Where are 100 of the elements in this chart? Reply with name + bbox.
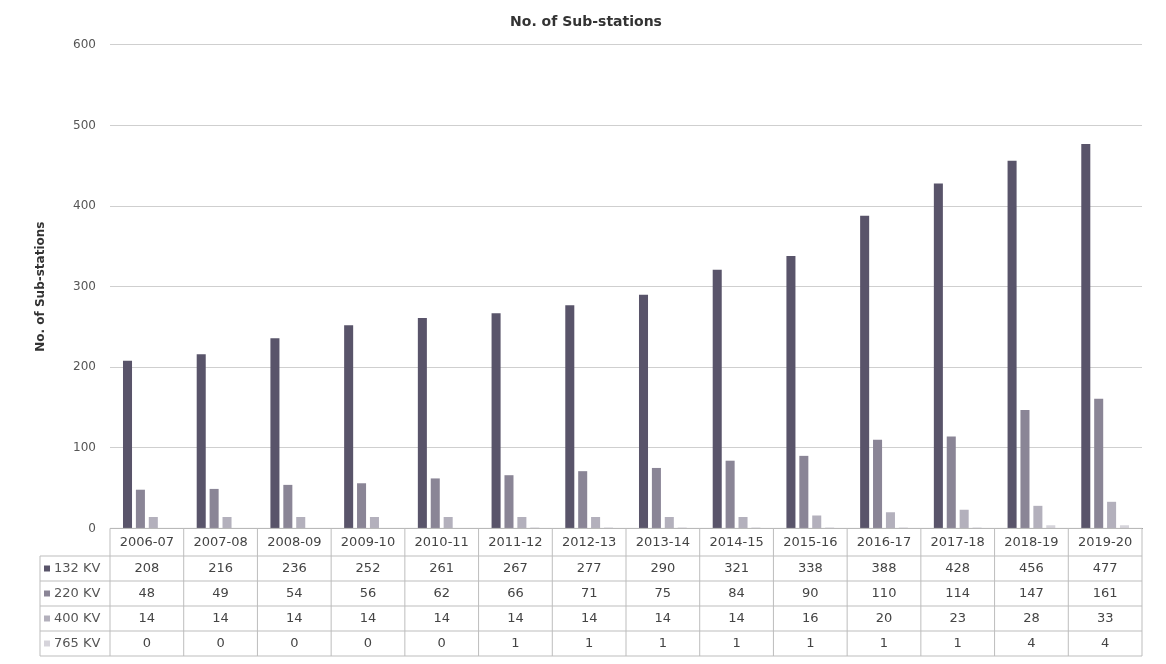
data-label: 14 bbox=[654, 609, 672, 625]
data-label: 56 bbox=[359, 584, 377, 600]
bar bbox=[946, 436, 956, 528]
data-label: 20 bbox=[875, 609, 893, 625]
bar bbox=[885, 512, 895, 528]
bar bbox=[638, 294, 649, 528]
data-label: 261 bbox=[429, 559, 455, 575]
bar bbox=[357, 483, 367, 528]
legend-label: 400 KV bbox=[54, 609, 101, 625]
bar bbox=[491, 313, 501, 528]
bar bbox=[873, 439, 883, 528]
bar bbox=[738, 517, 748, 528]
y-tick-label: 100 bbox=[73, 439, 96, 454]
data-label: 4 bbox=[1101, 634, 1110, 650]
data-label: 216 bbox=[208, 559, 233, 575]
bar bbox=[1046, 525, 1056, 528]
legend-label: 220 KV bbox=[54, 584, 101, 600]
data-label: 28 bbox=[1023, 609, 1040, 625]
x-tick-label: 2013-14 bbox=[635, 533, 691, 549]
data-label: 14 bbox=[580, 609, 598, 625]
data-label: 161 bbox=[1092, 584, 1118, 600]
bar bbox=[651, 467, 661, 528]
data-label: 1 bbox=[879, 634, 889, 650]
data-label: 456 bbox=[1019, 559, 1044, 575]
bar bbox=[504, 475, 514, 528]
data-label: 277 bbox=[576, 559, 602, 575]
x-tick-label: 2016-17 bbox=[856, 533, 912, 549]
bar bbox=[591, 517, 601, 528]
data-label: 1 bbox=[658, 634, 667, 650]
data-label: 1 bbox=[511, 634, 520, 650]
bar bbox=[1094, 398, 1104, 528]
x-tick-label: 2010-11 bbox=[414, 533, 469, 549]
bar bbox=[283, 484, 293, 528]
data-label: 16 bbox=[802, 609, 819, 625]
data-label: 110 bbox=[871, 584, 897, 600]
data-label: 0 bbox=[290, 634, 299, 650]
x-tick-label: 2018-19 bbox=[1004, 533, 1059, 549]
x-tick-label: 2006-07 bbox=[119, 533, 175, 549]
data-label: 321 bbox=[724, 559, 749, 575]
data-label: 4 bbox=[1027, 634, 1036, 650]
bar bbox=[812, 515, 822, 528]
bar bbox=[959, 509, 969, 528]
y-tick-label: 600 bbox=[73, 36, 96, 51]
bar bbox=[1007, 160, 1017, 528]
bar bbox=[799, 455, 809, 528]
bar bbox=[565, 305, 575, 528]
bar bbox=[148, 517, 158, 528]
data-label: 62 bbox=[433, 584, 450, 600]
data-label: 90 bbox=[802, 584, 819, 600]
data-label: 14 bbox=[286, 609, 303, 625]
x-tick-label: 2019-20 bbox=[1077, 533, 1133, 549]
data-label: 14 bbox=[507, 609, 524, 625]
x-tick-label: 2008-09 bbox=[267, 533, 322, 549]
data-label: 0 bbox=[216, 634, 225, 650]
bar bbox=[860, 215, 870, 528]
bar bbox=[1081, 143, 1091, 528]
x-tick-label: 2009-10 bbox=[340, 533, 396, 549]
bar bbox=[517, 517, 527, 528]
data-label: 84 bbox=[728, 584, 745, 600]
y-tick-label: 500 bbox=[73, 117, 96, 132]
y-tick-label: 300 bbox=[73, 278, 96, 293]
data-label: 71 bbox=[580, 584, 598, 600]
data-label: 147 bbox=[1019, 584, 1044, 600]
bar bbox=[344, 325, 354, 528]
x-tick-label: 2017-18 bbox=[930, 533, 985, 549]
data-label: 14 bbox=[359, 609, 377, 625]
x-tick-label: 2014-15 bbox=[709, 533, 764, 549]
bar bbox=[1020, 409, 1030, 528]
data-label: 54 bbox=[286, 584, 303, 600]
data-label: 236 bbox=[281, 559, 307, 575]
data-label: 49 bbox=[212, 584, 229, 600]
data-label: 388 bbox=[871, 559, 897, 575]
bar bbox=[417, 318, 427, 528]
bar bbox=[296, 517, 306, 528]
bar bbox=[122, 360, 133, 528]
bar bbox=[712, 269, 722, 528]
data-label: 48 bbox=[138, 584, 156, 600]
bar bbox=[933, 183, 943, 528]
legend-label: 132 KV bbox=[54, 559, 101, 575]
data-label: 1 bbox=[953, 634, 962, 650]
data-label: 14 bbox=[728, 609, 745, 625]
data-label: 1 bbox=[732, 634, 741, 650]
bar bbox=[209, 488, 219, 528]
y-tick-label: 0 bbox=[88, 520, 96, 535]
legend-label: 765 KV bbox=[54, 634, 101, 650]
bar bbox=[725, 460, 735, 528]
data-label: 290 bbox=[650, 559, 676, 575]
y-axis-title: No. of Sub-stations bbox=[33, 221, 48, 352]
data-label: 0 bbox=[437, 634, 446, 650]
y-tick-label: 200 bbox=[73, 359, 96, 374]
data-label: 66 bbox=[507, 584, 524, 600]
bar bbox=[135, 489, 145, 528]
bar bbox=[443, 517, 453, 528]
bar bbox=[664, 517, 674, 528]
x-tick-label: 2007-08 bbox=[193, 533, 248, 549]
bar bbox=[1107, 501, 1117, 528]
bar bbox=[578, 471, 588, 528]
chart-title: No. of Sub-stations bbox=[510, 13, 662, 30]
data-label: 1 bbox=[806, 634, 815, 650]
data-label: 0 bbox=[142, 634, 151, 650]
